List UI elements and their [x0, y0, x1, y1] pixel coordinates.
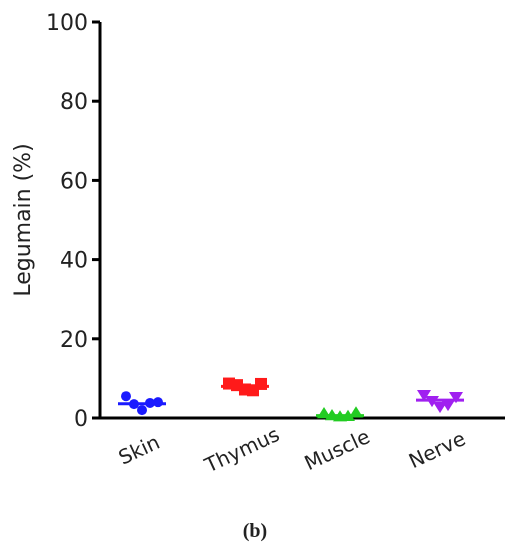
- caption: (b): [243, 520, 267, 542]
- y-tick-label: 20: [60, 328, 88, 353]
- y-tick-label: 80: [60, 90, 88, 115]
- y-tick-label: 100: [46, 11, 88, 36]
- data-point: [255, 377, 267, 390]
- data-point: [153, 397, 163, 408]
- y-tick-label: 40: [60, 249, 88, 274]
- x-tick-label: Nerve: [405, 426, 469, 473]
- data-point: [441, 399, 455, 412]
- data-point: [417, 390, 431, 402]
- data-point: [121, 391, 131, 402]
- x-tick-label: Muscle: [301, 424, 374, 475]
- data-point: [449, 392, 463, 404]
- data-point: [433, 401, 447, 414]
- y-tick-label: 0: [74, 407, 88, 432]
- x-tick-label: Skin: [115, 430, 164, 470]
- data-point: [137, 405, 147, 416]
- y-axis-label: Legumain (%): [11, 143, 36, 296]
- y-tick-label: 60: [60, 169, 88, 194]
- x-tick-label: Thymus: [200, 422, 283, 478]
